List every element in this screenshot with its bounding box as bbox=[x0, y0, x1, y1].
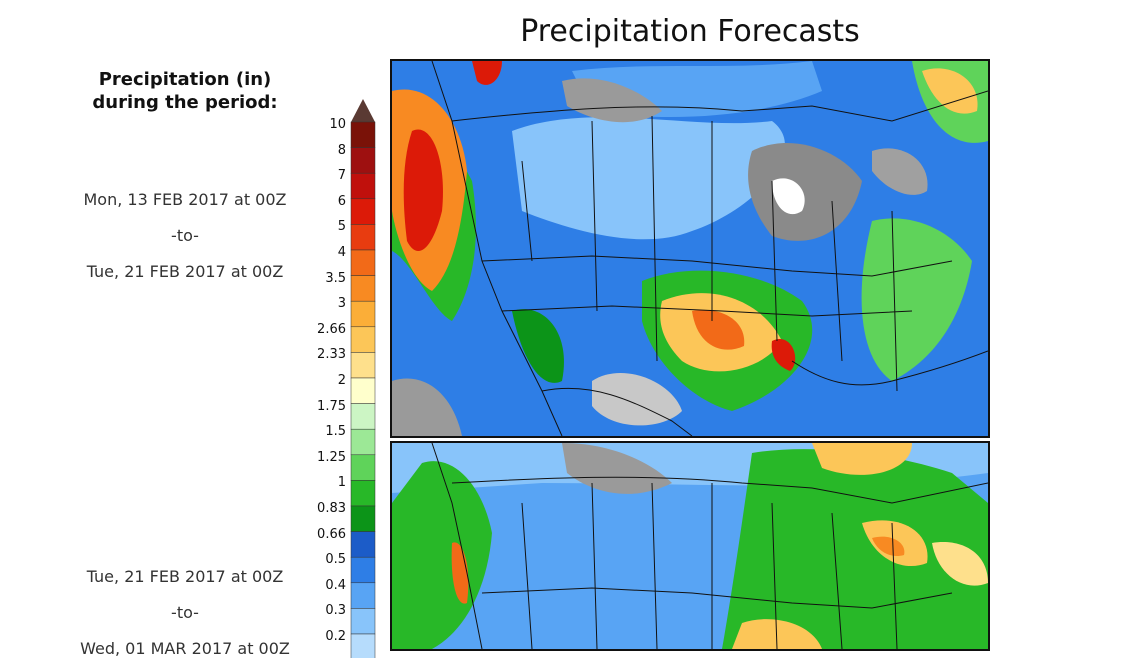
precip-map-panel-1 bbox=[390, 59, 990, 438]
colorbar-tick-label: 0.83 bbox=[317, 501, 346, 516]
colorbar-swatch bbox=[350, 121, 376, 148]
colorbar-arrow-icon bbox=[351, 99, 375, 122]
map-1-svg bbox=[392, 61, 988, 436]
colorbar-swatch bbox=[350, 224, 376, 251]
colorbar-tick-label: 0.4 bbox=[325, 577, 346, 593]
colorbar-swatch bbox=[350, 326, 376, 353]
colorbar-tick-label: 10 bbox=[329, 117, 346, 132]
colorbar-tick-label: 2 bbox=[337, 373, 346, 388]
dry-area bbox=[392, 378, 462, 436]
dry-area bbox=[592, 372, 682, 426]
colorbar-swatch bbox=[350, 505, 376, 532]
colorbar-tick-label: 0.66 bbox=[317, 526, 346, 542]
heavy-precip-area bbox=[932, 542, 988, 586]
colorbar-swatch bbox=[350, 556, 376, 584]
heavy-precip-area bbox=[812, 443, 912, 475]
precip-map-panel-2 bbox=[390, 441, 990, 651]
colorbar-swatch bbox=[350, 454, 376, 481]
colorbar-tick-label: 1.25 bbox=[317, 449, 346, 465]
dry-area bbox=[772, 178, 805, 215]
heavy-precip-area bbox=[922, 68, 978, 114]
period-2-from: Tue, 21 FEB 2017 at 00Z bbox=[86, 567, 284, 586]
period-label-2: Tue, 21 FEB 2017 at 00Z -to- Wed, 01 MAR… bbox=[60, 559, 310, 667]
colorbar-tick-label: 7 bbox=[337, 168, 346, 184]
colorbar-swatch bbox=[350, 531, 376, 558]
legend-title-line1: Precipitation (in) bbox=[98, 69, 272, 90]
colorbar-swatch bbox=[350, 198, 376, 225]
colorbar-tick-label: 8 bbox=[337, 142, 346, 158]
colorbar-tick-label: 1 bbox=[337, 475, 346, 491]
colorbar-swatch bbox=[350, 480, 376, 507]
heavy-precip-area bbox=[872, 536, 905, 557]
heavy-precip-area bbox=[771, 338, 796, 371]
period-1-sep: -to- bbox=[171, 226, 199, 245]
dry-area bbox=[562, 78, 662, 123]
colorbar-tick-label: 0.2 bbox=[325, 629, 346, 644]
dry-area bbox=[748, 142, 862, 241]
dry-area bbox=[562, 443, 672, 494]
moderate-precip-area bbox=[861, 218, 972, 381]
legend-title-line2: during the period: bbox=[92, 92, 278, 113]
heavy-precip-area bbox=[692, 310, 745, 350]
period-1-from: Mon, 13 FEB 2017 at 00Z bbox=[83, 190, 287, 209]
colorbar-tick-label: 3.5 bbox=[325, 270, 346, 286]
period-2-sep: -to- bbox=[171, 603, 199, 622]
colorbar-tick-label: 1.75 bbox=[317, 398, 346, 414]
colorbar-swatch bbox=[350, 172, 376, 200]
colorbar-tick-label: 4 bbox=[337, 245, 346, 260]
period-2-to: Wed, 01 MAR 2017 at 00Z bbox=[80, 639, 290, 658]
colorbar-swatch bbox=[350, 275, 376, 302]
legend-title: Precipitation (in) during the period: bbox=[90, 68, 280, 114]
colorbar-swatch bbox=[350, 377, 376, 404]
colorbar-tick-label: 0.3 bbox=[325, 603, 346, 619]
colorbar-swatch bbox=[350, 147, 376, 174]
map-2-svg bbox=[392, 443, 988, 649]
colorbar-tick-label: 2.66 bbox=[317, 321, 346, 337]
heavy-precip-area bbox=[403, 129, 443, 251]
colorbar-swatch bbox=[350, 300, 376, 328]
boundary-lines bbox=[431, 443, 988, 649]
colorbar-tick-label: 1.5 bbox=[325, 424, 346, 440]
chart-title: Precipitation Forecasts bbox=[520, 14, 860, 49]
boundary-lines bbox=[431, 61, 988, 436]
colorbar-tick-label: 5 bbox=[337, 219, 346, 235]
colorbar-tick-label: 0.5 bbox=[325, 552, 346, 568]
period-label-1: Mon, 13 FEB 2017 at 00Z -to- Tue, 21 FEB… bbox=[60, 182, 310, 290]
colorbar-swatch bbox=[350, 582, 376, 609]
heavy-precip-area bbox=[472, 61, 502, 85]
colorbar-swatch bbox=[350, 633, 376, 658]
period-1-to: Tue, 21 FEB 2017 at 00Z bbox=[86, 262, 284, 281]
precip-colorbar bbox=[350, 99, 376, 658]
colorbar-tick-label: 3 bbox=[337, 296, 346, 312]
colorbar-swatch bbox=[350, 403, 376, 430]
moderate-precip-area bbox=[512, 309, 564, 383]
colorbar-swatch bbox=[350, 428, 376, 456]
colorbar-tick-label: 6 bbox=[337, 193, 346, 209]
colorbar-tick-label: 2.33 bbox=[317, 347, 346, 363]
colorbar-swatch bbox=[350, 608, 376, 635]
light-precip-area bbox=[512, 117, 785, 240]
colorbar-swatch bbox=[350, 249, 376, 276]
dry-area bbox=[872, 148, 928, 195]
colorbar-swatch bbox=[350, 352, 376, 379]
